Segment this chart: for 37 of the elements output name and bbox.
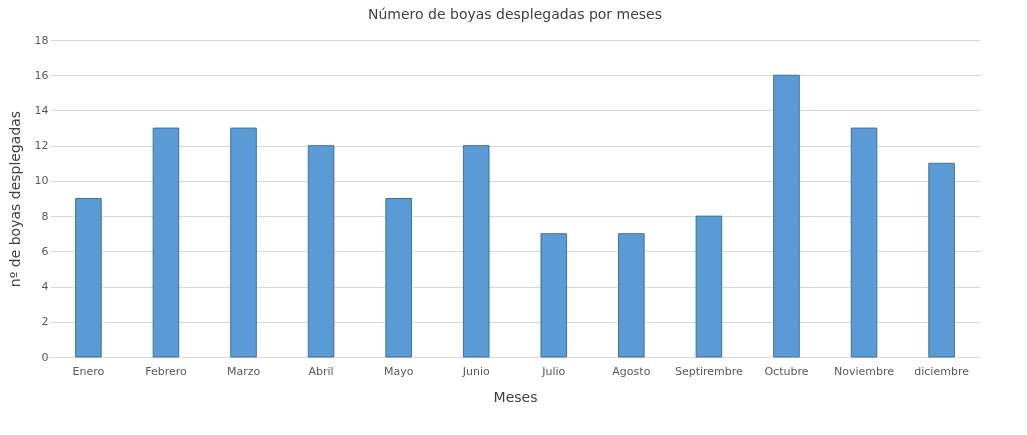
chart-title: Número de boyas desplegadas por meses <box>367 6 663 22</box>
bar <box>385 198 412 358</box>
bar <box>540 233 568 358</box>
x-axis-title: Meses <box>493 388 538 405</box>
y-tick-label: 6 <box>41 244 49 258</box>
x-tick-label: Octubre <box>764 364 809 378</box>
y-tick-label: 12 <box>34 139 49 153</box>
y-tick-label: 0 <box>41 350 49 364</box>
x-tick-label: Julio <box>541 364 566 378</box>
bar <box>75 198 102 358</box>
bar <box>230 127 257 358</box>
bar <box>928 162 955 358</box>
x-tick-label: Septirembre <box>674 364 744 378</box>
bar <box>307 145 335 358</box>
bar <box>773 74 800 358</box>
x-tick-label: Enero <box>72 364 105 378</box>
bar <box>152 127 180 358</box>
y-tick-label: 8 <box>41 209 49 223</box>
x-tick-label: Febrero <box>145 364 187 378</box>
y-tick-label: 10 <box>34 174 49 188</box>
x-tick-label: diciembre <box>914 364 970 378</box>
y-tick-label: 4 <box>41 280 49 294</box>
bar <box>695 215 723 358</box>
y-tick-label: 18 <box>34 33 49 47</box>
x-tick-label: Marzo <box>226 364 261 378</box>
y-tick-label: 16 <box>34 68 49 82</box>
y-tick-label: 14 <box>34 103 49 117</box>
bar <box>850 127 878 358</box>
bar <box>618 233 645 358</box>
bar <box>462 145 490 358</box>
y-axis-title: nº de boyas desplegadas <box>6 110 23 288</box>
x-tick-label: Abril <box>308 364 334 378</box>
x-tick-label: Agosto <box>612 364 651 378</box>
x-tick-label: Mayo <box>383 364 414 378</box>
y-tick-label: 2 <box>41 315 49 329</box>
x-tick-label: Junio <box>461 364 490 378</box>
x-tick-label: Noviembre <box>834 364 895 378</box>
